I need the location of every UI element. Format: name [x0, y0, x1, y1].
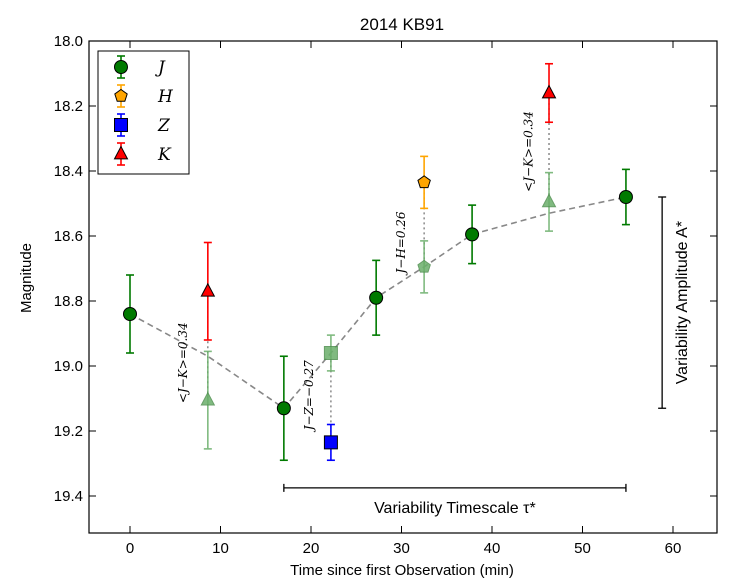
y-tick-label-1: 18.2 [54, 98, 83, 115]
x-tick-label-6: 60 [665, 540, 682, 557]
point-J-0 [123, 307, 137, 321]
legend-box [97, 50, 190, 175]
legend-label-H: H [157, 87, 174, 107]
legend-label-Z: Z [157, 116, 171, 136]
shifted-point-0 [200, 391, 216, 406]
x-tick-label-0: 0 [126, 540, 134, 557]
y-axis-label: Magnitude [18, 243, 35, 313]
point-J-4 [618, 190, 633, 204]
x-tick-label-1: 10 [212, 540, 229, 557]
x-axis-label: Time since first Observation (min) [290, 562, 514, 579]
legend-marker-Z [114, 118, 128, 132]
legend-label-J: J [155, 58, 166, 78]
legend-marker-H [114, 88, 128, 102]
annotation-0: <J−K>=0.34 [176, 322, 190, 403]
annotation-1: J−Z=−0.27 [302, 360, 316, 433]
chart-title: 2014 KB91 [360, 15, 444, 34]
y-tick-label-7: 19.4 [54, 488, 83, 505]
point-H-0 [417, 175, 431, 189]
timescale-label: Variability Timescale τ* [374, 500, 536, 517]
legend-marker-K [113, 145, 129, 160]
point-J-2 [369, 290, 384, 305]
shifted-point-1 [323, 346, 338, 360]
amplitude-label: Variability Amplitude A* [674, 221, 691, 384]
y-tick-label-6: 19.2 [54, 423, 83, 440]
x-tick-label-2: 20 [303, 540, 320, 557]
x-tick-label-4: 40 [484, 540, 501, 557]
plot-frame [88, 40, 718, 534]
annotation-3: <J−K>=0.34 [522, 111, 536, 192]
plot-area: <J−K>=0.34 J−Z=−0.27 J−H=0.26 <J−K>=0.34 [123, 62, 633, 462]
shifted-point-2 [417, 259, 431, 273]
shifted-point-3 [541, 193, 557, 208]
y-tick-label-2: 18.4 [54, 163, 83, 180]
y-tick-label-0: 18.0 [54, 33, 83, 50]
point-Z-0 [323, 435, 338, 450]
x-tick-label-5: 50 [574, 540, 591, 557]
point-J-3 [465, 227, 480, 242]
y-tick-label-4: 18.8 [54, 293, 83, 310]
y-tick-label-3: 18.6 [54, 228, 83, 245]
point-J-1 [276, 401, 291, 416]
point-K-0 [200, 282, 216, 297]
x-tick-label-3: 30 [393, 540, 410, 557]
legend-marker-J [114, 60, 128, 74]
point-K-1 [541, 84, 557, 99]
legend-label-K: K [157, 145, 172, 165]
y-tick-label-5: 19.0 [54, 358, 83, 375]
annotation-2: J−H=0.26 [394, 211, 408, 276]
